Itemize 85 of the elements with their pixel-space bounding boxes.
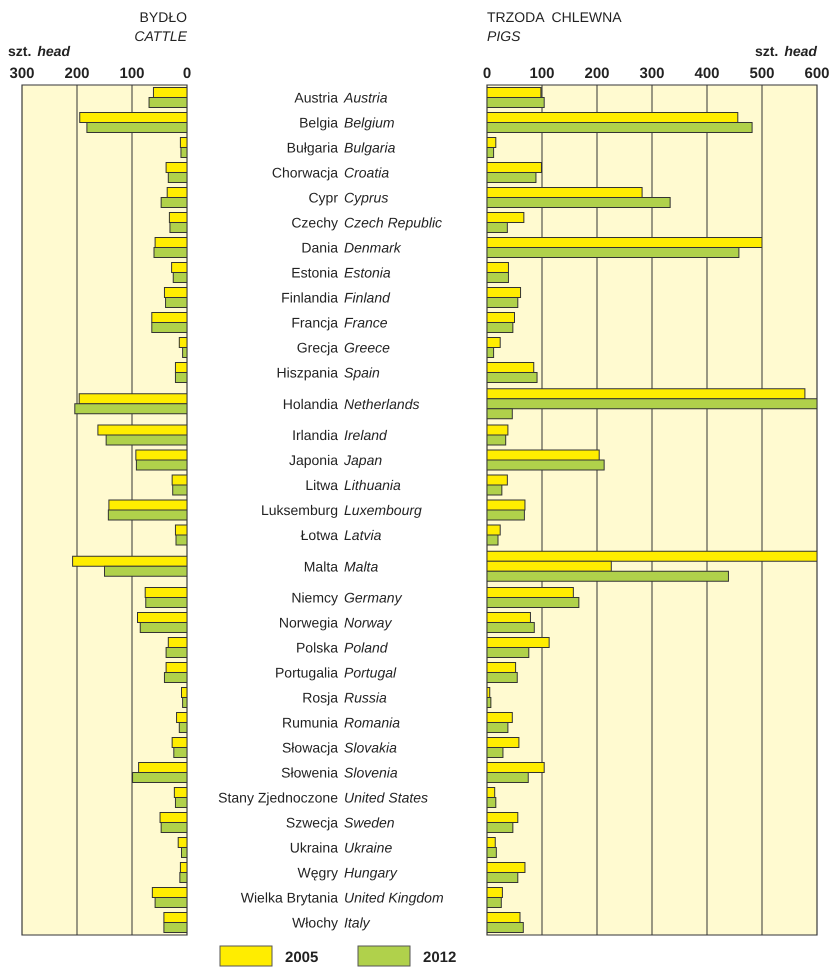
- y-tick-label: Słowenia: [281, 764, 338, 780]
- y-tick-label: Russia: [344, 690, 388, 706]
- y-tick-label: Stany Zjednoczone: [218, 790, 338, 806]
- y-tick-label: Finlandia: [281, 290, 338, 306]
- y-tick-label: Wielka Brytania: [240, 890, 338, 906]
- x-axis-title: szt. head: [754, 43, 818, 59]
- y-tick-label: Slovenia: [344, 764, 398, 780]
- y-tick-label: Rosja: [302, 690, 338, 706]
- y-tick-label: Węgry: [298, 864, 338, 880]
- y-tick-label: Holandia: [282, 396, 338, 412]
- x-axis-title: szt. head: [8, 43, 70, 59]
- chart-title: BYDŁO: [140, 9, 188, 25]
- y-tick-label: Belgium: [344, 114, 395, 130]
- chart-subtitle: PIGS: [487, 28, 522, 44]
- y-tick-label: Polska: [296, 640, 338, 656]
- y-tick-label: Irlandia: [292, 427, 338, 443]
- y-tick-label: Japan: [343, 452, 382, 468]
- chart-title: TRZODA CHLEWNA: [487, 9, 622, 25]
- y-tick-label: Finland: [344, 290, 392, 306]
- y-tick-label: Japonia: [288, 452, 338, 468]
- x-tick-label: 300: [639, 65, 665, 82]
- y-tick-label: Hiszpania: [276, 364, 338, 380]
- y-tick-label: Norwegia: [278, 614, 338, 630]
- y-tick-label: Netherlands: [344, 396, 420, 412]
- y-tick-label: Portugal: [344, 664, 398, 680]
- y-tick-label: Ukraina: [290, 840, 338, 856]
- legend-label: 2005: [285, 949, 318, 966]
- y-tick-label: Słowacja: [282, 740, 338, 756]
- y-tick-label: Francja: [291, 314, 338, 330]
- y-tick-label: United States: [344, 790, 428, 806]
- y-tick-label: Ukraine: [344, 840, 392, 856]
- x-tick-label: 600: [804, 65, 830, 82]
- y-tick-label: Estonia: [291, 264, 338, 280]
- y-tick-label: Spain: [344, 364, 380, 380]
- y-tick-label: Hungary: [344, 864, 398, 880]
- x-tick-label: 200: [584, 65, 610, 82]
- y-tick-label: Cyprus: [344, 190, 388, 206]
- y-tick-label: Ireland: [344, 427, 388, 443]
- y-tick-label: Poland: [344, 640, 389, 656]
- x-tick-label: 200: [64, 65, 90, 82]
- y-tick-label: Szwecja: [286, 814, 338, 830]
- y-tick-label: Germany: [344, 590, 403, 606]
- y-tick-label: Croatia: [344, 164, 390, 180]
- y-tick-label: Estonia: [344, 264, 391, 280]
- x-tick-label: 100: [529, 65, 555, 82]
- y-tick-label: Dania: [301, 240, 338, 256]
- y-tick-label: Litwa: [305, 477, 338, 493]
- x-tick-label: 0: [482, 65, 492, 82]
- y-tick-label: Cypr: [308, 190, 338, 206]
- x-tick-label: 500: [749, 65, 775, 82]
- y-tick-label: Luksemburg: [260, 502, 338, 518]
- y-tick-label: United Kingdom: [344, 890, 444, 906]
- y-tick-label: Greece: [344, 340, 390, 356]
- y-tick-label: Czech Republic: [344, 214, 442, 230]
- y-tick-label: Rumunia: [282, 714, 338, 730]
- y-tick-label: Łotwa: [300, 527, 338, 543]
- y-tick-label: Malta: [344, 558, 378, 574]
- x-tick-label: 300: [9, 65, 35, 82]
- y-tick-label: Włochy: [292, 914, 338, 930]
- y-tick-label: Bułgaria: [286, 140, 338, 156]
- y-tick-label: Bulgaria: [344, 140, 396, 156]
- y-tick-label: Austria: [343, 90, 388, 106]
- y-tick-label: Austria: [294, 90, 338, 106]
- y-tick-label: Malta: [304, 558, 338, 574]
- y-tick-label: Portugalia: [274, 664, 338, 680]
- chart-subtitle: CATTLE: [134, 28, 188, 44]
- y-tick-label: Niemcy: [291, 590, 338, 606]
- y-tick-label: Norway: [344, 614, 392, 630]
- y-tick-label: Lithuania: [344, 477, 402, 493]
- x-tick-label: 0: [182, 65, 192, 82]
- y-tick-label: Slovakia: [344, 740, 398, 756]
- y-tick-label: Grecja: [296, 340, 338, 356]
- y-tick-label: Luxembourg: [344, 502, 422, 518]
- y-tick-label: Sweden: [344, 814, 395, 830]
- y-tick-label: Belgia: [299, 114, 338, 130]
- x-tick-label: 100: [119, 65, 145, 82]
- y-tick-label: Latvia: [344, 527, 382, 543]
- legend-label: 2012: [423, 949, 456, 966]
- y-tick-label: Czechy: [291, 214, 338, 230]
- y-tick-label: Chorwacja: [272, 164, 338, 180]
- y-tick-label: France: [344, 314, 388, 330]
- x-tick-label: 400: [694, 65, 720, 82]
- y-tick-label: Denmark: [344, 240, 402, 256]
- y-tick-label: Italy: [344, 914, 371, 930]
- y-tick-label: Romania: [344, 714, 400, 730]
